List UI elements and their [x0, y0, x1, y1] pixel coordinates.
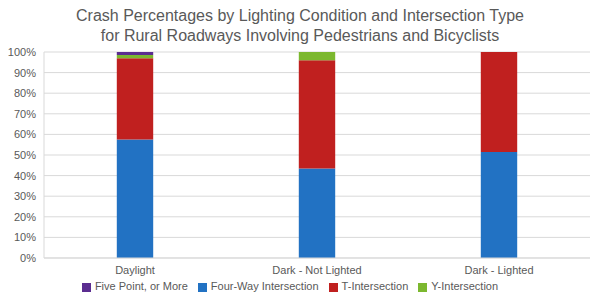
svg-text:Daylight: Daylight: [115, 264, 155, 276]
svg-text:50%: 50%: [14, 149, 36, 161]
svg-text:20%: 20%: [14, 211, 36, 223]
svg-text:40%: 40%: [14, 170, 36, 182]
svg-text:10%: 10%: [14, 231, 36, 243]
svg-text:100%: 100%: [8, 48, 36, 58]
html-text:for Rural Roadways Involving P: for Rural Roadways Involving Pedestrians…: [100, 27, 500, 44]
html-text:Crash Percentages by Lighting: Crash Percentages by Lighting Condition …: [76, 7, 524, 24]
svg-text:80%: 80%: [14, 87, 36, 99]
svg-text:90%: 90%: [14, 67, 36, 79]
svg-text:60%: 60%: [14, 128, 36, 140]
html-text:Four-Way Intersection: Four-Way Intersection: [210, 280, 319, 292]
svg-text:70%: 70%: [14, 108, 36, 120]
html-text:Five Point, or More: Five Point, or More: [94, 280, 188, 292]
svg-text:Dark - Lighted: Dark - Lighted: [464, 264, 533, 276]
svg-text:Dark - Not Lighted: Dark - Not Lighted: [272, 264, 361, 276]
html-text:T-Intersection: T-Intersection: [341, 280, 409, 292]
svg-text:0%: 0%: [20, 252, 36, 264]
svg-text:30%: 30%: [14, 190, 36, 202]
html-text:Y-Intersection: Y-Intersection: [431, 280, 499, 292]
